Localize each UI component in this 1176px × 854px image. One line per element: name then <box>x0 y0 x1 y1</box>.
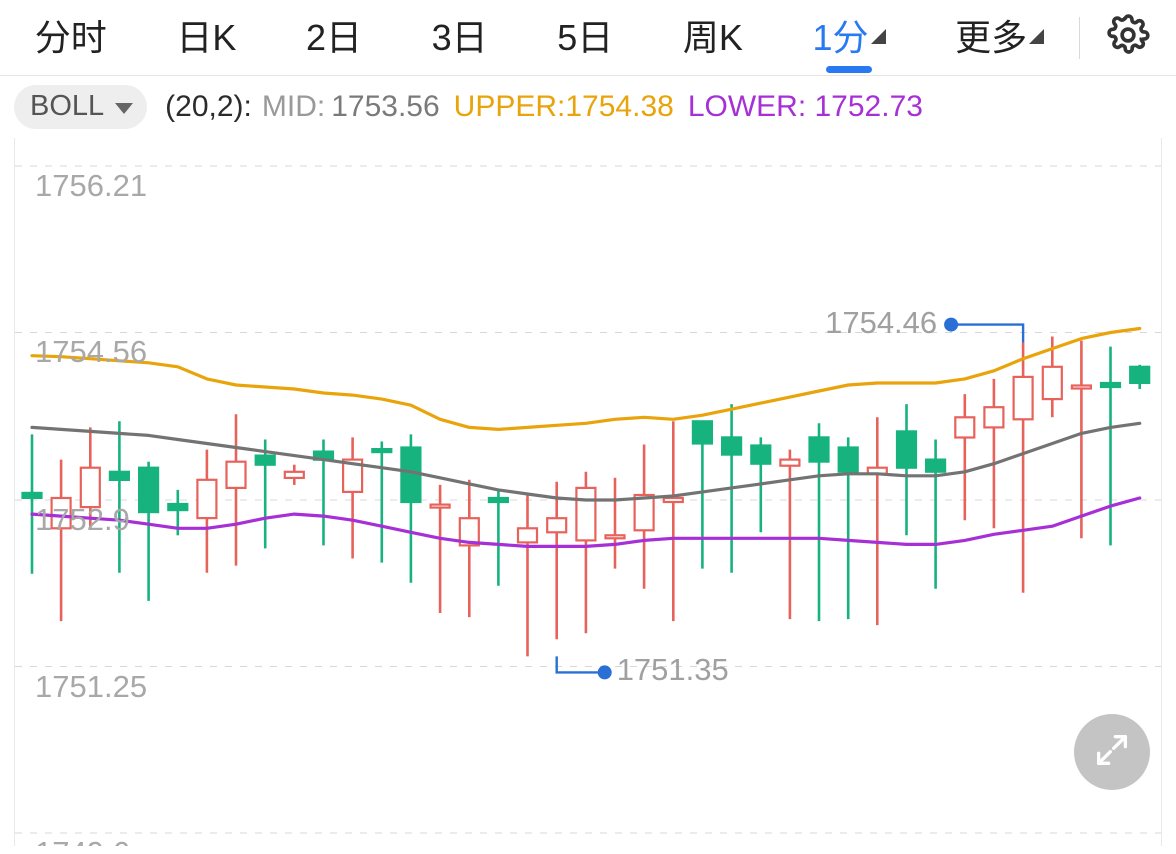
indicator-legend: BOLL (20,2): MID: 1753.56 UPPER:1754.38 … <box>0 76 1176 138</box>
candle <box>458 479 480 618</box>
tab-1[interactable]: 日K <box>176 16 237 58</box>
chart-canvas <box>15 165 1161 834</box>
boll-line-lower <box>30 496 1142 548</box>
candle <box>400 434 422 583</box>
candle <box>312 439 335 546</box>
candle <box>79 427 101 529</box>
candle <box>371 441 393 563</box>
tab-label: 1分 <box>812 16 869 58</box>
tab-7[interactable]: 更多 <box>955 16 1045 58</box>
tab-label: 分时 <box>34 16 107 58</box>
tab-label: 日K <box>176 16 237 58</box>
candle <box>50 459 72 622</box>
indicator-name: BOLL <box>30 90 105 122</box>
candle <box>1129 364 1151 389</box>
tab-3[interactable]: 3日 <box>431 16 488 58</box>
indicator-upper-value: UPPER:1754.38 <box>453 90 674 123</box>
indicator-selector-button[interactable]: BOLL <box>14 85 148 129</box>
tab-0[interactable]: 分时 <box>34 16 107 58</box>
candle <box>283 464 305 485</box>
candle <box>633 444 655 589</box>
gear-icon <box>1106 13 1150 62</box>
tab-label: 更多 <box>955 16 1028 58</box>
candle <box>837 437 859 620</box>
candle <box>954 394 976 521</box>
candle <box>546 481 568 640</box>
candle <box>895 404 918 536</box>
tab-5[interactable]: 周K <box>682 16 743 58</box>
candle <box>779 449 801 620</box>
tab-2[interactable]: 2日 <box>306 16 363 58</box>
candle <box>983 378 1005 529</box>
indicator-mid-label: MID: <box>261 90 326 123</box>
boll-line-mid <box>30 421 1142 502</box>
candle <box>225 414 247 566</box>
candle <box>516 495 539 657</box>
price-marker-high <box>944 317 1025 343</box>
candle <box>342 437 364 559</box>
price-marker-low <box>555 656 612 680</box>
expand-icon <box>1092 730 1132 775</box>
candle <box>1070 340 1093 539</box>
tab-active-6[interactable]: 1分 <box>812 16 886 73</box>
tab-label: 3日 <box>431 16 488 58</box>
tab-4[interactable]: 5日 <box>557 16 614 58</box>
tab-label: 5日 <box>557 16 614 58</box>
candle <box>662 421 684 622</box>
settings-button[interactable] <box>1080 0 1176 75</box>
active-tab-underline <box>826 65 873 73</box>
corner-triangle-icon <box>1029 28 1045 44</box>
candle <box>1012 342 1034 593</box>
candlestick-chart[interactable]: 1756.211754.561752.91751.251749.61754.46… <box>14 138 1162 846</box>
indicator-lower-value: LOWER: 1752.73 <box>687 90 923 123</box>
candle <box>1041 336 1063 418</box>
candle <box>575 471 597 634</box>
candle <box>1099 346 1122 546</box>
tab-label: 周K <box>682 16 743 58</box>
candle <box>196 449 218 573</box>
tab-label: 2日 <box>306 16 363 58</box>
candle <box>866 417 888 626</box>
candle <box>429 484 451 613</box>
candle <box>254 439 276 549</box>
candle <box>487 489 509 586</box>
corner-triangle-icon <box>870 28 886 44</box>
candle <box>808 423 830 622</box>
fullscreen-button[interactable] <box>1074 714 1150 790</box>
candle <box>21 434 43 574</box>
candle <box>137 461 160 601</box>
indicator-mid-value: 1753.56 <box>331 90 440 123</box>
candle <box>108 421 131 573</box>
candle <box>924 439 947 589</box>
candle <box>604 477 626 569</box>
candle <box>691 420 714 569</box>
indicator-params: (20,2): <box>165 90 252 123</box>
toolbar-divider <box>1079 16 1080 59</box>
boll-line-upper <box>30 326 1142 431</box>
chevron-down-icon <box>115 102 134 114</box>
timeframe-tabbar: 分时 日K 2日 3日 5日 周K 1分 更多 <box>0 0 1176 76</box>
